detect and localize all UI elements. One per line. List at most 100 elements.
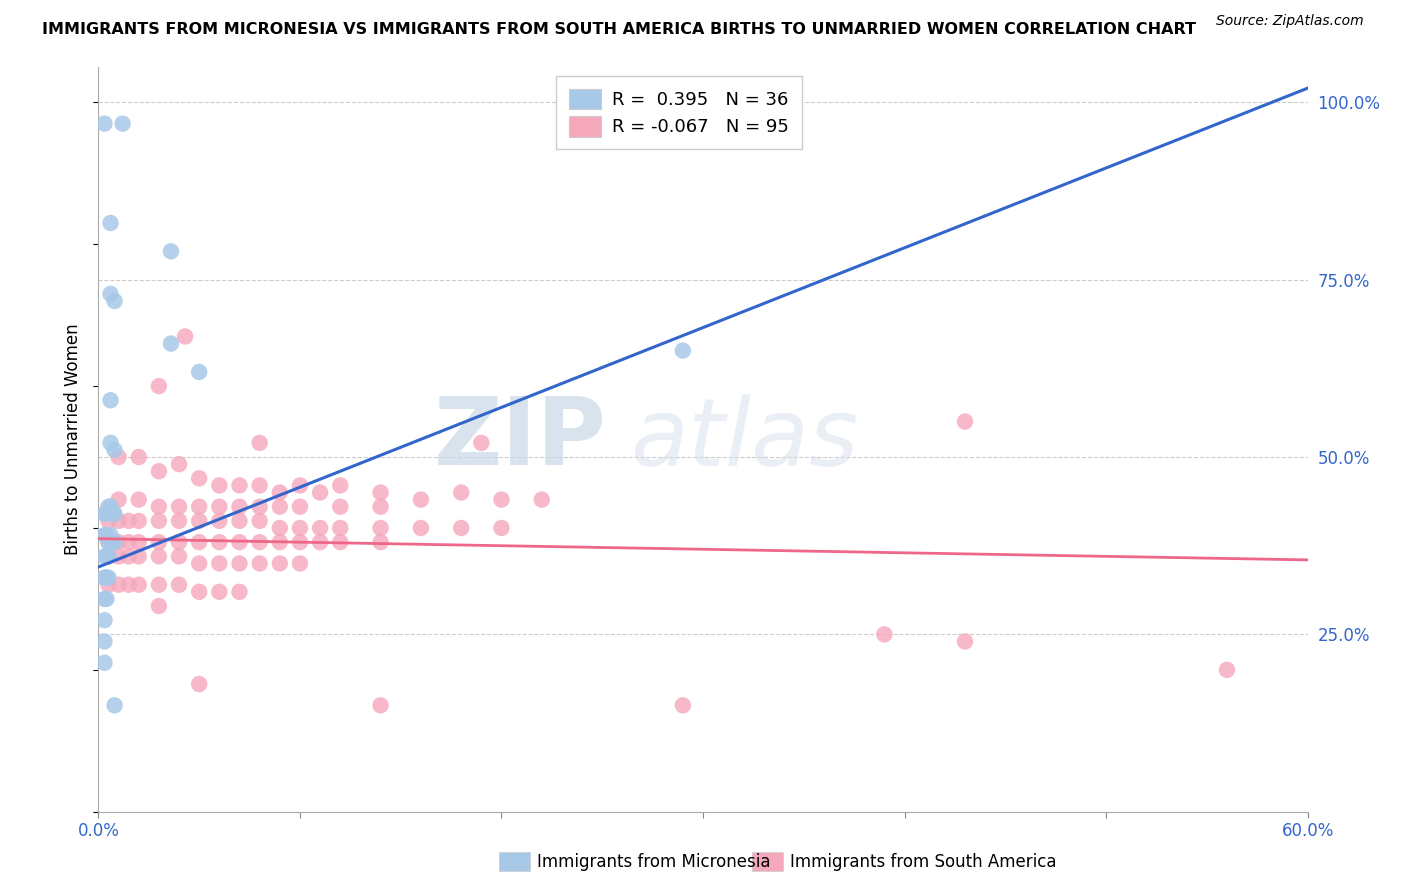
Point: [269, 521, 291, 535]
Point: [249, 435, 271, 450]
Point: [208, 535, 231, 549]
Point: [309, 485, 332, 500]
Point: [288, 500, 311, 514]
Point: [409, 492, 432, 507]
Point: [107, 549, 129, 564]
Point: [530, 492, 553, 507]
Point: [470, 435, 492, 450]
Point: [672, 343, 695, 358]
Point: [873, 627, 896, 641]
Point: [96, 571, 118, 585]
Point: [93, 507, 115, 521]
Point: [491, 492, 513, 507]
Point: [370, 521, 392, 535]
Point: [188, 471, 211, 485]
Point: [118, 514, 141, 528]
Point: [269, 557, 291, 571]
Point: [128, 535, 150, 549]
Point: [93, 656, 115, 670]
Point: [148, 379, 170, 393]
Point: [167, 535, 190, 549]
Point: [188, 365, 211, 379]
Point: [118, 535, 141, 549]
Point: [228, 500, 250, 514]
Point: [160, 336, 183, 351]
Point: [93, 571, 115, 585]
Point: [409, 521, 432, 535]
Point: [228, 557, 250, 571]
Point: [148, 578, 170, 592]
Point: [288, 535, 311, 549]
Point: [288, 557, 311, 571]
Text: atlas: atlas: [630, 393, 859, 485]
Point: [103, 293, 125, 308]
Point: [103, 535, 125, 549]
Point: [370, 535, 392, 549]
Point: [96, 507, 118, 521]
Point: [128, 578, 150, 592]
Point: [103, 442, 125, 457]
Text: ZIP: ZIP: [433, 393, 606, 485]
Point: [100, 500, 122, 514]
Point: [249, 514, 271, 528]
Point: [118, 549, 141, 564]
Point: [329, 500, 352, 514]
Point: [100, 216, 122, 230]
Point: [93, 528, 115, 542]
Point: [100, 528, 122, 542]
Text: IMMIGRANTS FROM MICRONESIA VS IMMIGRANTS FROM SOUTH AMERICA BIRTHS TO UNMARRIED : IMMIGRANTS FROM MICRONESIA VS IMMIGRANTS…: [42, 22, 1195, 37]
Point: [450, 521, 472, 535]
Point: [103, 698, 125, 713]
Point: [269, 485, 291, 500]
Point: [97, 535, 120, 549]
Point: [101, 507, 124, 521]
Text: Source: ZipAtlas.com: Source: ZipAtlas.com: [1216, 14, 1364, 28]
Point: [103, 507, 125, 521]
Point: [167, 578, 190, 592]
Point: [111, 117, 134, 131]
Point: [249, 478, 271, 492]
Point: [167, 500, 190, 514]
Point: [148, 464, 170, 478]
Point: [160, 244, 183, 259]
Point: [288, 521, 311, 535]
Point: [97, 571, 120, 585]
Point: [167, 457, 190, 471]
Point: [188, 500, 211, 514]
Point: [107, 514, 129, 528]
Point: [228, 478, 250, 492]
Point: [953, 634, 976, 648]
Point: [329, 535, 352, 549]
Point: [1216, 663, 1239, 677]
Y-axis label: Births to Unmarried Women: Births to Unmarried Women: [65, 324, 83, 555]
Point: [309, 521, 332, 535]
Point: [93, 634, 115, 648]
Point: [491, 521, 513, 535]
Point: [269, 500, 291, 514]
Point: [148, 514, 170, 528]
Point: [107, 492, 129, 507]
Point: [97, 578, 120, 592]
Point: [97, 535, 120, 549]
Point: [188, 535, 211, 549]
Point: [128, 549, 150, 564]
Point: [128, 514, 150, 528]
Point: [672, 698, 695, 713]
Point: [148, 549, 170, 564]
Point: [208, 584, 231, 599]
Legend: R =  0.395   N = 36, R = -0.067   N = 95: R = 0.395 N = 36, R = -0.067 N = 95: [557, 76, 801, 149]
Point: [953, 415, 976, 429]
Point: [100, 435, 122, 450]
Point: [188, 514, 211, 528]
Point: [228, 535, 250, 549]
Text: Immigrants from Micronesia: Immigrants from Micronesia: [537, 853, 770, 871]
Point: [208, 500, 231, 514]
Point: [228, 514, 250, 528]
Point: [101, 535, 124, 549]
Point: [167, 514, 190, 528]
Point: [249, 535, 271, 549]
Point: [97, 514, 120, 528]
Point: [208, 557, 231, 571]
Point: [329, 478, 352, 492]
Point: [93, 591, 115, 606]
